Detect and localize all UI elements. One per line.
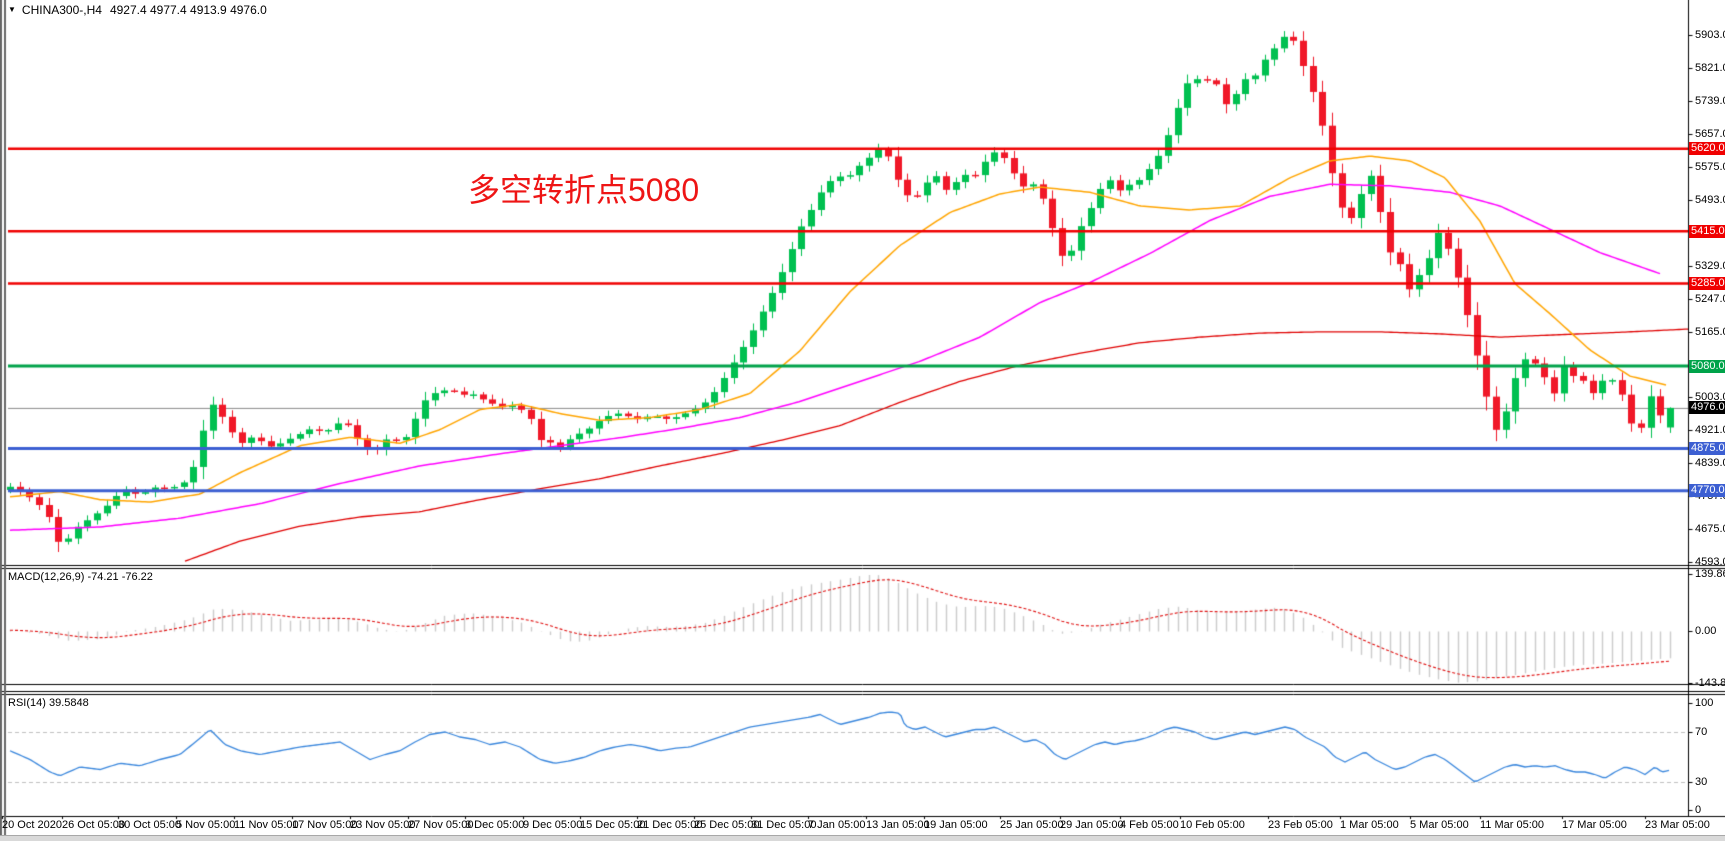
time-axis-label: 23 Nov 05:00 (350, 819, 416, 831)
price-tick-label: 4675.0 (1695, 523, 1725, 535)
macd-indicator-label: MACD(12,26,9) -74.21 -76.22 (8, 571, 153, 583)
price-level-box: 4875.0 (1689, 442, 1725, 456)
window-bottom-edge (0, 835, 1725, 841)
rsi-tick-label: 0 (1695, 804, 1702, 816)
time-axis-label: 17 Nov 05:00 (292, 819, 358, 831)
price-tick-label: 5657.0 (1695, 127, 1725, 140)
rsi-tick-label: 100 (1695, 697, 1714, 709)
price-tick-label: 5165.0 (1695, 325, 1725, 338)
time-axis-label: 4 Feb 05:00 (1120, 819, 1179, 831)
rsi-indicator-label: RSI(14) 39.5848 (8, 697, 89, 709)
time-axis-label: 10 Feb 05:00 (1180, 819, 1245, 831)
current-price-box: 4976.0 (1689, 401, 1725, 415)
price-tick-label: 5575.0 (1695, 160, 1725, 173)
chart-title: ▼ CHINA300-,H4 4927.4 4977.4 4913.9 4976.0 (8, 3, 267, 17)
macd-tick-label: 139.86 (1695, 568, 1725, 580)
time-axis-label: 7 Jan 05:00 (808, 819, 866, 831)
time-axis-label: 21 Dec 05:00 (637, 819, 703, 831)
time-axis-label: 23 Feb 05:00 (1268, 819, 1333, 831)
price-tick-label: 5903.0 (1695, 29, 1725, 41)
time-axis-label: 5 Nov 05:00 (176, 819, 236, 831)
time-axis-label: 23 Mar 05:00 (1645, 819, 1710, 831)
price-tick-label: 5329.0 (1695, 259, 1725, 272)
price-level-box: 5620.0 (1689, 142, 1725, 156)
macd-tick-label: -143.82 (1695, 677, 1725, 689)
time-axis-label: 19 Jan 05:00 (924, 819, 988, 831)
time-axis-label: 17 Mar 05:00 (1562, 819, 1627, 831)
time-axis-label: 27 Nov 05:00 (408, 819, 474, 831)
rsi-tick-label: 30 (1695, 776, 1708, 788)
time-axis-label: 29 Jan 05:00 (1060, 819, 1124, 831)
symbol-dropdown-icon[interactable]: ▼ (8, 5, 16, 14)
price-tick-label: 5493.0 (1695, 193, 1725, 206)
price-level-box: 5415.0 (1689, 224, 1725, 238)
time-axis-label: 20 Oct 2020 (2, 819, 62, 831)
symbol-timeframe-label: CHINA300-,H4 (21, 3, 102, 17)
time-axis-label: 15 Dec 05:00 (580, 819, 646, 831)
time-axis-label: 13 Jan 05:00 (866, 819, 930, 831)
time-axis-label: 11 Nov 05:00 (234, 819, 299, 831)
time-axis-label: 3 Dec 05:00 (465, 819, 525, 831)
time-axis-label: 25 Dec 05:00 (694, 819, 760, 831)
time-axis-label: 1 Mar 05:00 (1340, 819, 1399, 831)
trend-annotation-text[interactable]: 多空转折点5080 (468, 172, 700, 208)
price-tick-label: 5003.0 (1695, 391, 1725, 404)
time-axis-label: 31 Dec 05:00 (751, 819, 817, 831)
time-axis-label: 5 Mar 05:00 (1410, 819, 1469, 831)
price-level-box: 5080.0 (1689, 359, 1725, 373)
price-tick-label: 4921.0 (1695, 424, 1725, 437)
price-level-box: 5285.0 (1689, 277, 1725, 291)
time-axis-label: 9 Dec 05:00 (523, 819, 583, 831)
time-axis-label: 25 Jan 05:00 (1000, 819, 1064, 831)
rsi-tick-label: 70 (1695, 726, 1708, 738)
price-tick-label: 4593.0 (1695, 556, 1725, 568)
price-level-box: 4770.0 (1689, 484, 1725, 498)
price-tick-label: 5247.0 (1695, 292, 1725, 305)
time-axis-label: 30 Oct 05:00 (118, 819, 181, 831)
price-tick-label: 5739.0 (1695, 94, 1725, 107)
time-axis-label: 11 Mar 05:00 (1480, 819, 1545, 831)
ohlc-readout: 4927.4 4977.4 4913.9 4976.0 (109, 3, 267, 17)
time-axis-label: 26 Oct 05:00 (62, 819, 125, 831)
macd-tick-label: 0.00 (1695, 625, 1717, 637)
price-tick-label: 5821.0 (1695, 61, 1725, 74)
price-tick-label: 4839.0 (1695, 457, 1725, 470)
